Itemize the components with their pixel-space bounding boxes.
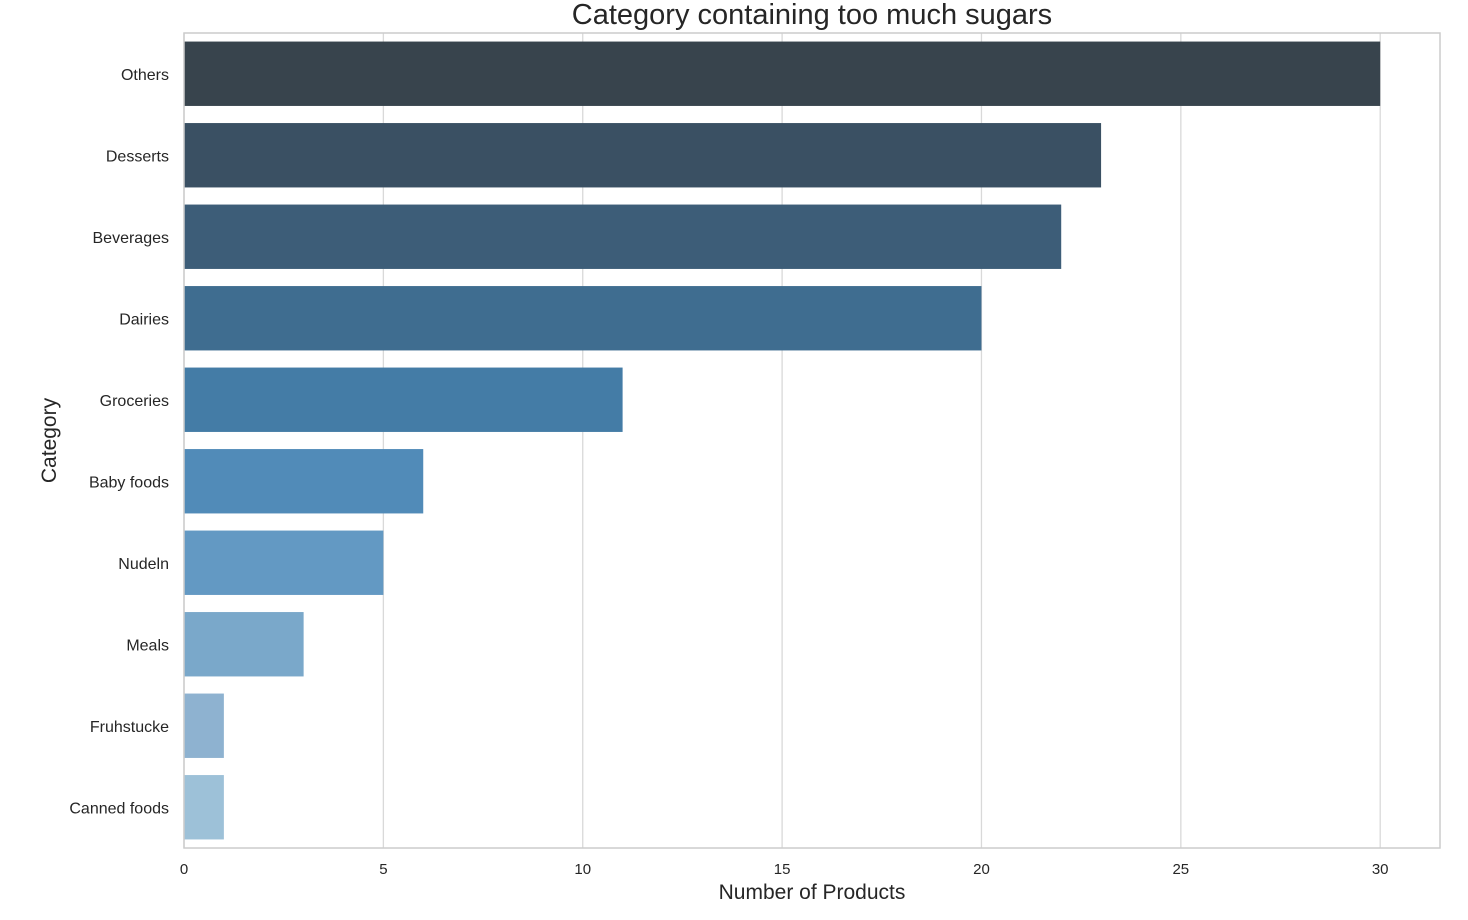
- bar-fruhstucke: [184, 693, 224, 758]
- x-tick-label: 30: [1372, 861, 1389, 878]
- x-axis-title: Number of Products: [719, 881, 906, 904]
- bar-baby-foods: [184, 449, 424, 514]
- bar-groceries: [184, 367, 623, 432]
- bar-nudeln: [184, 530, 384, 595]
- x-tick-label: 15: [774, 861, 791, 878]
- bar-desserts: [184, 123, 1102, 188]
- x-tick-label: 10: [574, 861, 591, 878]
- y-category-label: Dairies: [119, 311, 169, 328]
- bar-canned-foods: [184, 775, 224, 840]
- bar-beverages: [184, 204, 1062, 269]
- y-category-label: Baby foods: [89, 474, 169, 491]
- y-category-label: Fruhstucke: [90, 719, 169, 736]
- y-category-label: Others: [121, 67, 169, 84]
- x-tick-labels: 0 5 10 15 20 25 30: [180, 861, 1389, 878]
- bar-dairies: [184, 286, 982, 351]
- x-tick-label: 25: [1172, 861, 1189, 878]
- bar-meals: [184, 612, 304, 677]
- x-tick-label: 0: [180, 861, 188, 878]
- y-category-label: Nudeln: [118, 556, 169, 573]
- chart-title: Category containing too much sugars: [572, 0, 1052, 31]
- bar-others: [184, 41, 1381, 106]
- x-tick-label: 5: [379, 861, 387, 878]
- y-category-label: Groceries: [100, 393, 169, 410]
- y-category-label: Desserts: [106, 148, 169, 165]
- y-category-label: Canned foods: [69, 800, 169, 817]
- y-axis-title: Category: [38, 397, 61, 483]
- y-category-labels: Others Desserts Beverages Dairies Groceries B…: [69, 67, 169, 818]
- y-category-label: Meals: [126, 637, 169, 654]
- y-category-label: Beverages: [93, 230, 170, 247]
- plot-frame: [183, 32, 1441, 849]
- x-tick-label: 20: [973, 861, 990, 878]
- bars: [184, 41, 1381, 840]
